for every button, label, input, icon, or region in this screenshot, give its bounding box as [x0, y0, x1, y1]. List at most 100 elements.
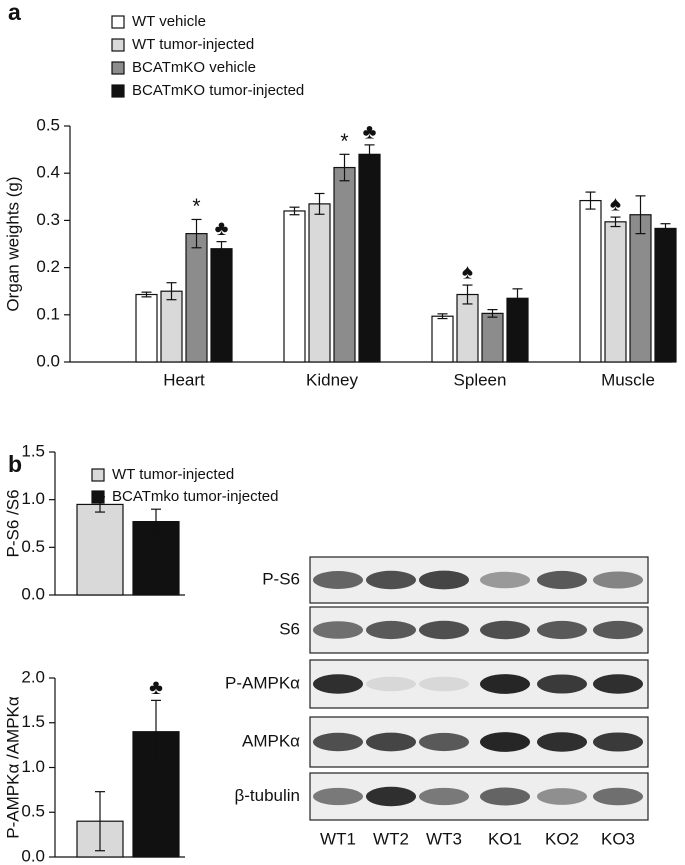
bar	[210, 248, 233, 363]
significance-mark: ♣	[363, 120, 377, 143]
blot-band	[593, 571, 643, 589]
y-tick-label: 0.5	[21, 537, 45, 556]
error-bar	[151, 699, 161, 764]
blot-row-label: P-AMPKα	[225, 673, 300, 692]
blot-band	[366, 570, 416, 590]
error-bar	[660, 223, 671, 234]
bar	[654, 227, 677, 363]
error-bar	[585, 191, 596, 210]
y-tick-label: 1.0	[21, 489, 45, 508]
blot-band	[366, 732, 416, 752]
error-bar	[314, 192, 325, 215]
error-bar	[151, 508, 161, 535]
blot-band	[480, 620, 530, 640]
y-tick-label: 2.0	[21, 667, 45, 686]
legend-swatch	[111, 38, 125, 52]
blot-row-label: AMPKα	[242, 731, 300, 750]
significance-mark: ♠	[462, 261, 473, 284]
legend-swatch	[111, 84, 125, 98]
panel-label: a	[8, 0, 21, 25]
blot-band	[593, 732, 643, 752]
error-bar	[289, 206, 300, 216]
significance-mark: ♣	[215, 217, 229, 240]
blot-row-label: β-tubulin	[234, 786, 300, 805]
legend-label: BCATmKO vehicle	[132, 59, 256, 76]
blot-band	[537, 674, 587, 694]
blot-frame	[309, 659, 649, 709]
blot-band	[419, 732, 469, 752]
blot-lane-label: WT3	[426, 829, 462, 848]
significance-mark: ♠	[610, 193, 621, 216]
x-tick-label: Kidney	[306, 370, 358, 389]
blot-band	[419, 570, 469, 590]
x-tick-label: Spleen	[454, 370, 507, 389]
blot-row-label: S6	[279, 619, 300, 638]
blot-row-label: P-S6	[262, 569, 300, 588]
blot-band	[537, 570, 587, 590]
error-bar	[166, 282, 177, 301]
blot-band	[537, 788, 587, 805]
bar	[185, 233, 208, 363]
y-tick-label: 0.0	[21, 846, 45, 865]
legend-label: BCATmKO tumor-injected	[132, 82, 304, 99]
y-tick-label: 1.5	[21, 712, 45, 731]
blot-lane-label: WT1	[320, 829, 356, 848]
blot-band	[593, 674, 643, 694]
y-axis-label: P-AMPKα /AMPKα	[3, 696, 22, 839]
x-tick-label: Muscle	[601, 370, 655, 389]
error-bar	[610, 216, 621, 228]
y-tick-label: 0.0	[36, 351, 60, 370]
significance-mark: ♣	[149, 676, 163, 699]
bar	[604, 221, 627, 363]
legend-swatch	[91, 468, 105, 482]
blot-band	[593, 620, 643, 640]
bar	[283, 210, 306, 363]
bar	[579, 199, 602, 363]
error-bar	[339, 153, 350, 182]
error-bar	[141, 291, 152, 298]
blot-band	[313, 621, 363, 639]
blot-band	[366, 676, 416, 692]
blot-band	[537, 620, 587, 640]
bar	[358, 153, 381, 363]
bar	[481, 312, 504, 363]
error-bar	[487, 309, 498, 318]
error-bar	[437, 313, 448, 320]
blot-band	[480, 674, 530, 694]
y-axis-label: P-S6 /S6	[3, 489, 22, 557]
y-tick-label: 0.4	[36, 163, 60, 182]
legend-swatch	[111, 61, 125, 75]
blot-lane-label: WT2	[373, 829, 409, 848]
blot-band	[366, 620, 416, 640]
blot-lane-label: KO3	[601, 829, 635, 848]
bar	[135, 293, 158, 363]
error-bar	[191, 218, 202, 249]
y-tick-label: 0.5	[21, 802, 45, 821]
bar	[431, 315, 454, 363]
blot-band	[480, 571, 530, 589]
blot-band	[419, 676, 469, 692]
blot-band	[480, 732, 530, 752]
bar	[160, 290, 183, 363]
error-bar	[635, 195, 646, 235]
blot-band	[313, 571, 363, 589]
y-tick-label: 0.2	[36, 257, 60, 276]
error-bar	[462, 284, 473, 305]
blot-band	[593, 787, 643, 806]
bar	[333, 166, 356, 363]
legend-label: WT tumor-injected	[132, 36, 254, 53]
error-bar	[95, 791, 105, 852]
y-axis-label: Organ weights (g)	[3, 176, 22, 311]
blot-band	[480, 787, 530, 806]
blot-frame	[309, 606, 649, 654]
blot-band	[313, 674, 363, 694]
y-tick-label: 0.5	[36, 115, 60, 134]
legend-label: BCATmko tumor-injected	[112, 488, 278, 505]
bar	[76, 503, 124, 596]
error-bar	[216, 241, 227, 257]
bar	[308, 203, 331, 363]
y-tick-label: 1.5	[21, 441, 45, 460]
y-tick-label: 1.0	[21, 757, 45, 776]
blot-band	[419, 787, 469, 806]
